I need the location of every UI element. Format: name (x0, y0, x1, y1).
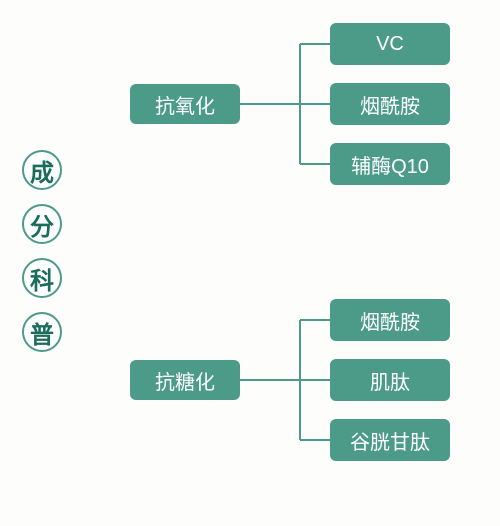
title-char-0: 成 (22, 150, 62, 190)
item-box-0-2: 辅酶Q10 (330, 143, 450, 185)
category-box-1: 抗糖化 (130, 360, 240, 400)
item-box-1-1: 肌肽 (330, 359, 450, 401)
title-char-1: 分 (22, 204, 62, 244)
title-char-2: 科 (22, 258, 62, 298)
title-column: 成分科普 (22, 150, 62, 352)
item-box-1-2: 谷胱甘肽 (330, 419, 450, 461)
item-box-0-1: 烟酰胺 (330, 83, 450, 125)
title-char-3: 普 (22, 312, 62, 352)
item-box-1-0: 烟酰胺 (330, 299, 450, 341)
category-box-0: 抗氧化 (130, 84, 240, 124)
item-box-0-0: VC (330, 23, 450, 65)
